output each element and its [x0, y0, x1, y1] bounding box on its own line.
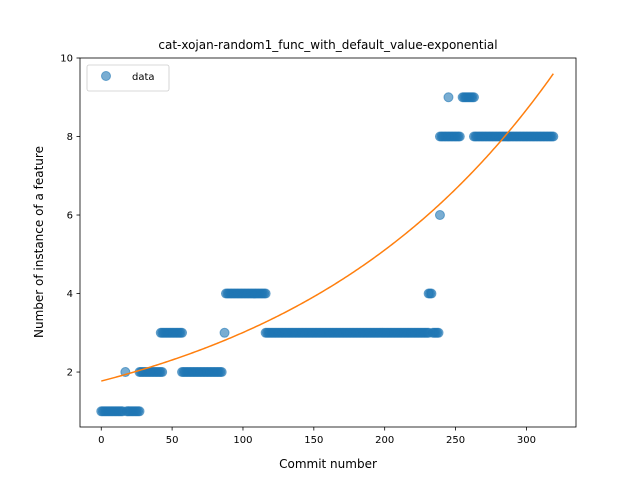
data-point	[433, 327, 444, 338]
legend-label-data: data	[132, 72, 155, 83]
legend-box	[86, 64, 170, 92]
x-tick-label: 0	[98, 435, 104, 446]
data-point	[426, 288, 437, 299]
x-axis: 0 50 100 150 200 250 300	[98, 427, 536, 446]
data-point	[216, 367, 227, 378]
fit-layer	[101, 73, 554, 382]
y-tick-label: 4	[67, 289, 73, 300]
data-point	[260, 288, 271, 299]
data-point	[443, 92, 454, 103]
chart-title: cat-xojan-random1_func_with_default_valu…	[158, 38, 497, 52]
x-tick-label: 50	[166, 435, 179, 446]
y-tick-label: 8	[67, 132, 73, 143]
x-axis-label: Commit number	[279, 457, 377, 471]
y-tick-label: 2	[67, 368, 73, 379]
fit-line	[101, 73, 554, 382]
data-point	[468, 92, 479, 103]
x-tick-label: 100	[233, 435, 252, 446]
data-point	[548, 131, 559, 142]
points-layer	[96, 92, 559, 417]
y-tick-label: 10	[60, 54, 73, 65]
data-point	[434, 210, 445, 221]
plot-frame	[79, 57, 577, 428]
data-point	[177, 327, 188, 338]
data-point	[454, 131, 465, 142]
y-axis-label: Number of instance of a feature	[32, 146, 46, 338]
x-tick-label: 250	[446, 435, 465, 446]
y-axis: 2 4 6 8 10	[60, 54, 80, 379]
legend-marker-data	[101, 71, 111, 81]
data-point	[157, 367, 168, 378]
data-point	[219, 327, 230, 338]
legend: data	[86, 64, 170, 92]
data-point	[134, 406, 145, 417]
x-tick-label: 150	[304, 435, 323, 446]
x-tick-label: 200	[375, 435, 394, 446]
x-tick-label: 300	[517, 435, 536, 446]
y-tick-label: 6	[67, 211, 73, 222]
